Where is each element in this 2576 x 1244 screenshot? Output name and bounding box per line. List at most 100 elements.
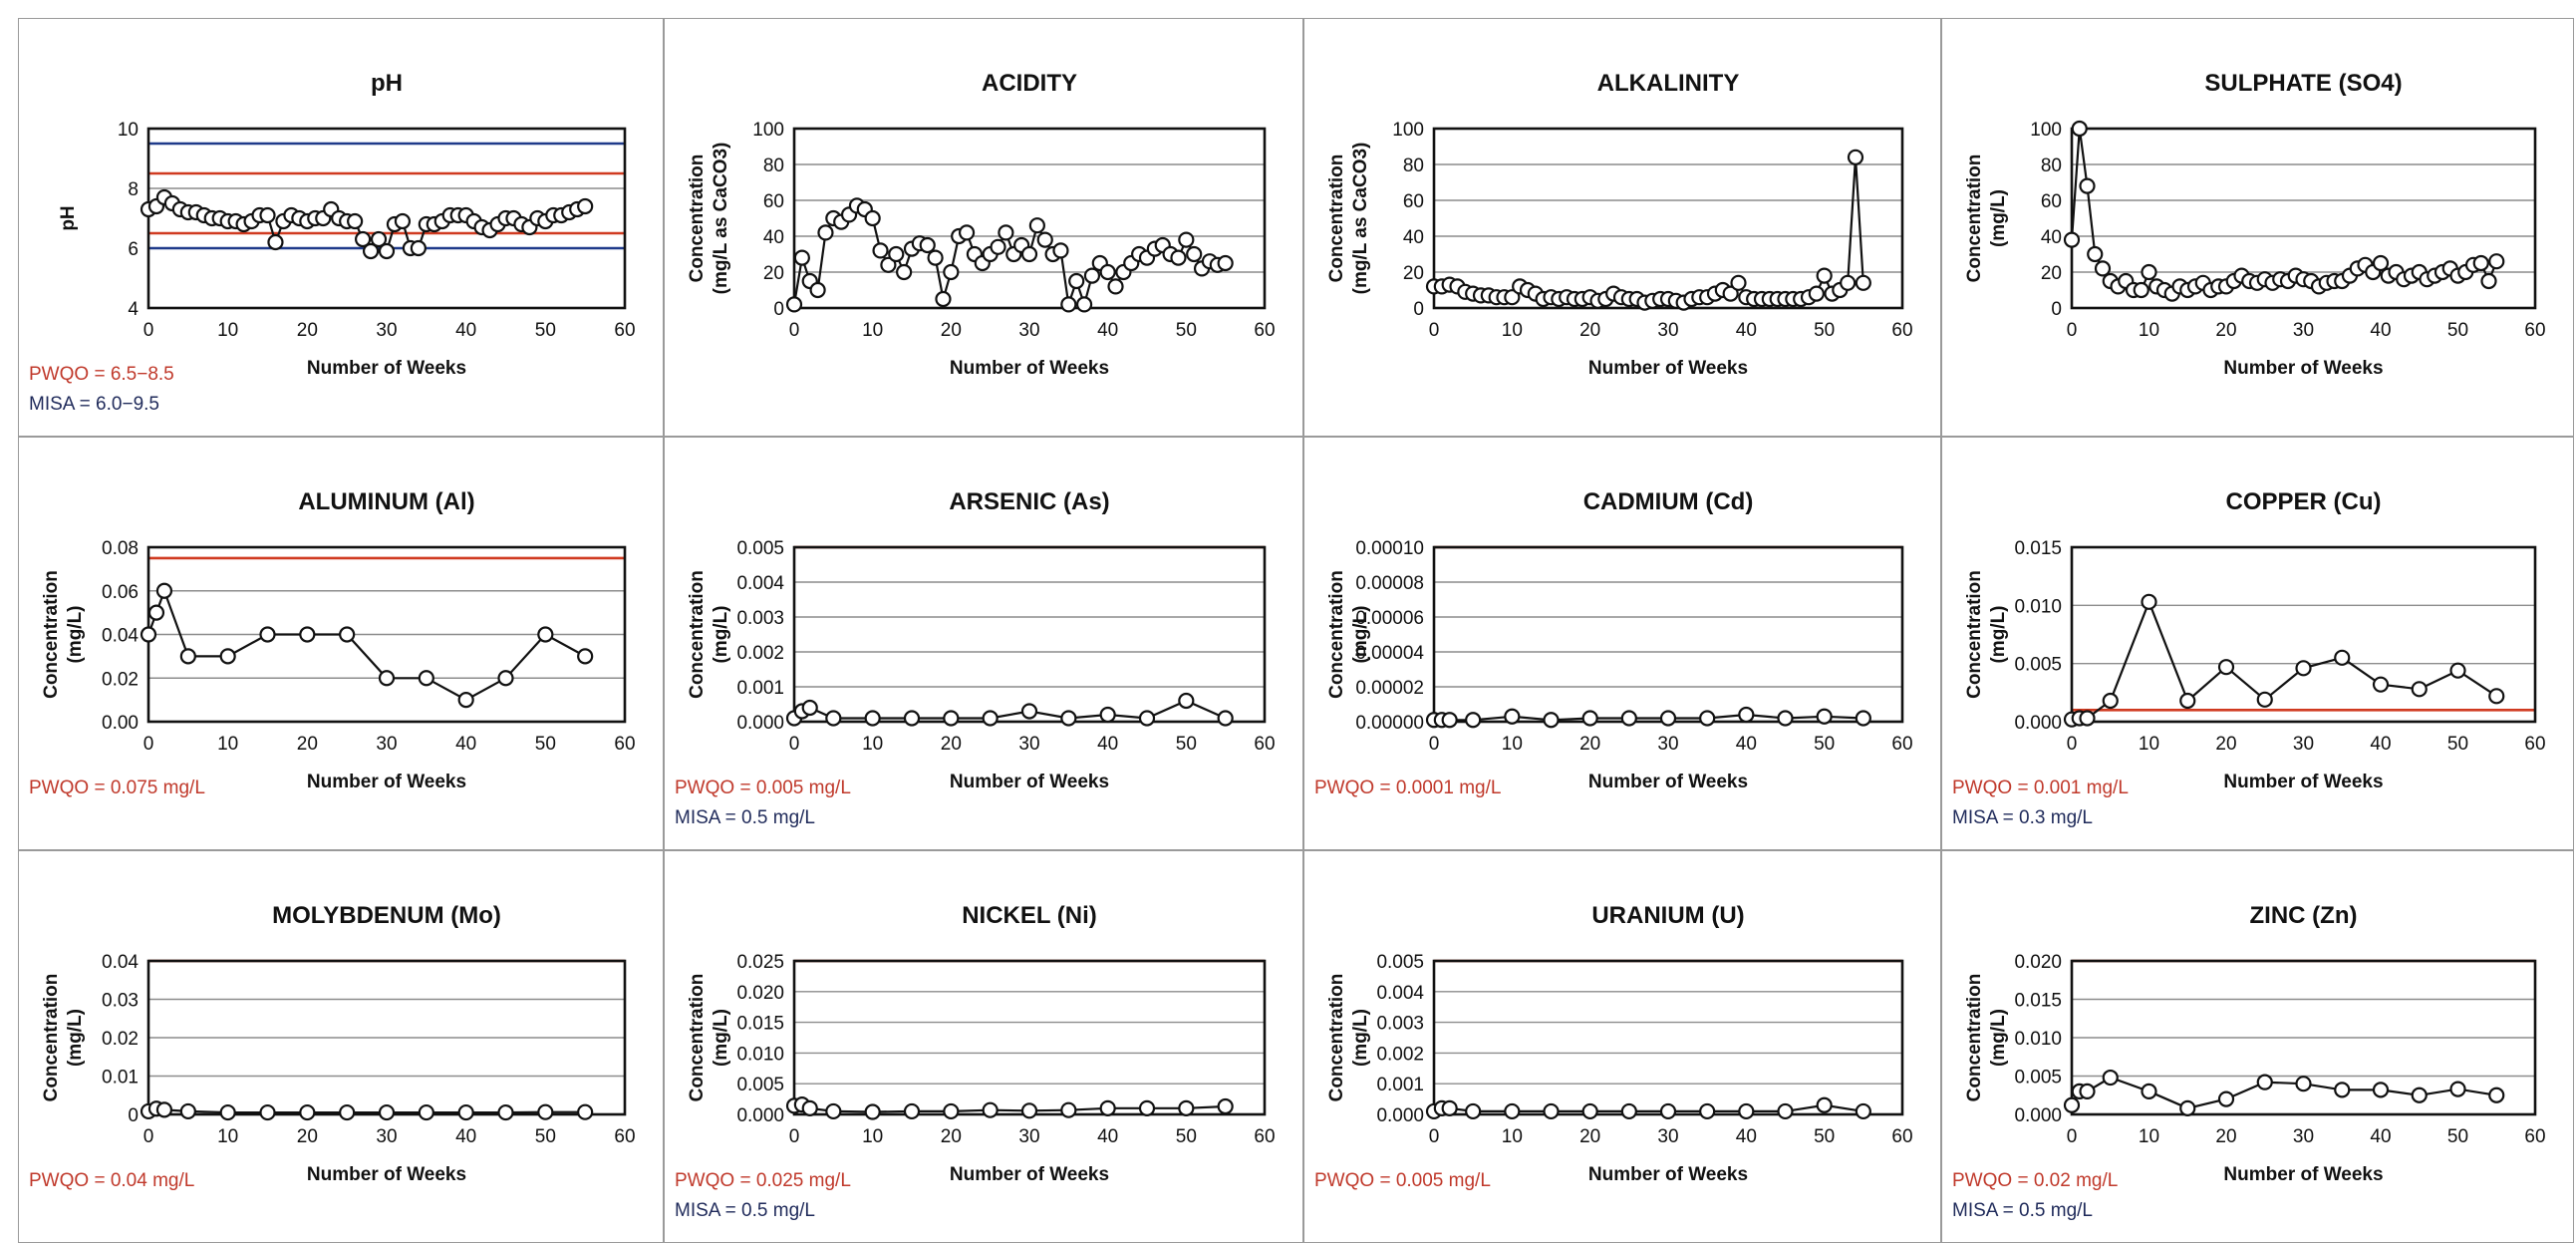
x-tick-label: 0 <box>2067 734 2078 755</box>
y-tick-label: 0 <box>773 299 784 320</box>
data-point <box>919 236 936 254</box>
data-point <box>2449 1081 2466 1097</box>
data-point <box>1099 263 1116 281</box>
data-point <box>2179 692 2196 710</box>
x-tick-label: 30 <box>1657 734 1678 755</box>
y-tick-label: 0.04 <box>102 626 139 647</box>
chart-svg: SULPHATE (SO4) 0 20 40 60 80 100 0 10 20 30 40 50 60 N… <box>1964 70 2546 379</box>
misa-note: MISA = 0.5 mg/L <box>675 1200 815 1221</box>
data-point <box>1738 1102 1755 1120</box>
x-tick-label: 20 <box>1579 320 1600 341</box>
x-tick-label: 40 <box>1097 1126 1118 1147</box>
chart-panel-acidity: ACIDITY 0 20 40 60 80 100 0 10 20 30 40 50 60 Number o… <box>664 18 1303 437</box>
data-point <box>943 710 960 727</box>
x-tick-label: 40 <box>2370 320 2391 341</box>
data-point <box>2141 263 2157 281</box>
x-tick-label: 50 <box>1814 734 1835 755</box>
data-point <box>1722 285 1739 302</box>
data-point <box>2256 1074 2273 1090</box>
y-tick-label: 0.04 <box>102 952 139 973</box>
series-line <box>146 587 586 702</box>
x-tick-label: 0 <box>1429 320 1440 341</box>
x-axis-label: Number of Weeks <box>307 358 466 379</box>
chart-title: MOLYBDENUM (Mo) <box>272 902 501 929</box>
data-point <box>1060 1101 1077 1118</box>
data-point <box>2334 649 2351 666</box>
y-axis-label: Concentration <box>687 155 708 283</box>
data-point <box>370 230 388 248</box>
data-point <box>355 230 372 248</box>
data-point <box>155 582 173 599</box>
y-axis-label: Concentration <box>687 974 708 1102</box>
y-tick-label: 80 <box>2041 156 2062 176</box>
series-line <box>1433 1103 1863 1112</box>
y-axis-label: (mg/L) <box>65 1009 86 1067</box>
x-tick-label: 0 <box>789 1126 800 1147</box>
x-tick-label: 30 <box>1657 1126 1678 1147</box>
x-tick-label: 50 <box>535 320 556 341</box>
y-tick-label: 40 <box>763 227 784 248</box>
chart-title: pH <box>371 70 403 97</box>
x-tick-label: 10 <box>862 320 883 341</box>
y-axis-label: Concentration <box>1964 570 1985 699</box>
x-tick-label: 30 <box>1018 1126 1039 1147</box>
data-point <box>1816 267 1833 284</box>
data-point <box>497 1103 514 1121</box>
data-point <box>378 242 396 260</box>
data-point <box>2071 120 2088 138</box>
chart-title: ACIDITY <box>982 70 1077 97</box>
x-axis-label: Number of Weeks <box>2223 772 2383 792</box>
chart-title: URANIUM (U) <box>1591 902 1744 929</box>
y-tick-label: 4 <box>128 299 139 320</box>
data-point <box>2372 1082 2390 1098</box>
y-tick-label: 0.002 <box>1376 1044 1424 1065</box>
chart-panel-cadmium: CADMIUM (Cd) 0.00000 0.00002 0.00004 0.00006… <box>1303 437 1941 850</box>
x-tick-label: 30 <box>2293 320 2314 341</box>
chart-svg: pH 4 6 8 10 0 10 20 30 40 50 60 Number of Weeks pH PWQ… <box>29 70 636 415</box>
y-tick-label: 0.00 <box>102 713 139 734</box>
x-tick-label: 60 <box>1891 1126 1912 1147</box>
chart-svg: ZINC (Zn) 0.000 0.005 0.010 0.015 0.020 0 10 20 3… <box>1952 902 2546 1221</box>
x-tick-label: 0 <box>2067 1126 2078 1147</box>
y-tick-label: 0.010 <box>2014 1029 2062 1050</box>
chart-grid: pH 4 6 8 10 0 10 20 30 40 50 60 Number of Weeks pH PWQ… <box>18 18 2574 1243</box>
data-point <box>2411 1087 2428 1103</box>
data-point <box>1099 706 1116 724</box>
chart-panel-copper: COPPER (Cu) 0.000 0.005 0.010 0.015 0 10 20 30 40… <box>1941 437 2574 850</box>
x-tick-label: 40 <box>1736 320 1757 341</box>
x-tick-label: 60 <box>1254 320 1275 341</box>
data-point <box>982 710 999 727</box>
x-tick-label: 40 <box>1736 734 1757 755</box>
data-point <box>2141 593 2157 610</box>
data-point <box>927 249 944 266</box>
x-tick-label: 10 <box>2139 1126 2159 1147</box>
x-tick-label: 20 <box>2215 1126 2236 1147</box>
data-point <box>880 256 897 273</box>
y-tick-label: 0 <box>2051 299 2062 320</box>
data-point <box>2102 692 2119 710</box>
data-point <box>418 1103 434 1121</box>
data-point <box>457 692 474 709</box>
y-tick-label: 0 <box>128 1105 139 1126</box>
y-tick-label: 0.01 <box>102 1068 139 1088</box>
data-point <box>537 626 554 643</box>
data-point <box>179 1102 196 1120</box>
data-point <box>1178 1099 1195 1116</box>
y-tick-label: 0.000 <box>736 1105 784 1126</box>
data-point <box>347 212 364 230</box>
x-tick-label: 50 <box>2447 734 2468 755</box>
series-line <box>2071 1076 2497 1109</box>
data-point <box>339 1103 356 1121</box>
data-point <box>1068 272 1085 290</box>
x-tick-label: 10 <box>2139 734 2159 755</box>
data-point <box>1178 692 1195 710</box>
data-point <box>2295 660 2312 677</box>
x-tick-label: 20 <box>941 1126 962 1147</box>
x-tick-label: 20 <box>297 1126 318 1147</box>
y-tick-label: 0.003 <box>1376 1014 1424 1035</box>
x-axis-label: Number of Weeks <box>950 772 1109 792</box>
y-tick-label: 0.00008 <box>1355 573 1424 594</box>
y-tick-label: 0.001 <box>1376 1075 1424 1095</box>
x-tick-label: 10 <box>1502 320 1523 341</box>
data-point <box>339 626 356 643</box>
